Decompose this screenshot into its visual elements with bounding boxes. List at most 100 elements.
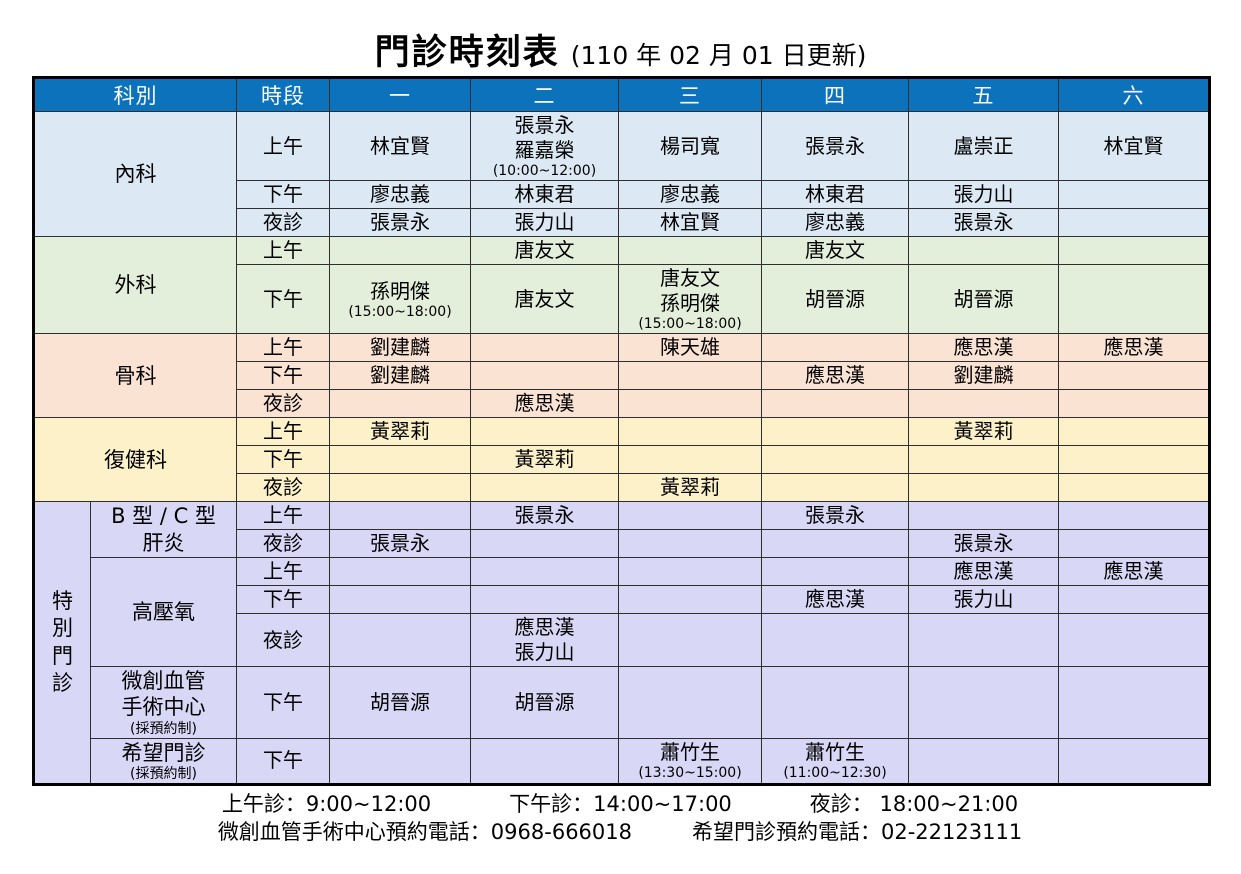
schedule-cell bbox=[329, 473, 471, 503]
schedule-cell bbox=[618, 529, 762, 559]
schedule-cell bbox=[1058, 666, 1210, 739]
schedule-cell: 張景永 bbox=[329, 208, 471, 238]
schedule-cell bbox=[618, 501, 762, 531]
schedule-cell: 黃翠莉 bbox=[470, 445, 619, 475]
schedule-cell: 張景永 bbox=[908, 208, 1059, 238]
period-cell: 下午 bbox=[236, 180, 330, 210]
period-cell: 夜診 bbox=[236, 613, 330, 668]
title-update-date: (110 年 02 月 01 日更新) bbox=[570, 41, 867, 70]
schedule-cell bbox=[908, 737, 1059, 786]
schedule-cell: 唐友文 bbox=[470, 236, 619, 266]
period-cell: 下午 bbox=[236, 737, 330, 786]
schedule-cell bbox=[1058, 529, 1210, 559]
schedule-cell bbox=[908, 389, 1059, 419]
schedule-cell bbox=[761, 473, 909, 503]
schedule-cell bbox=[470, 333, 619, 363]
schedule-cell: 楊司寬 bbox=[618, 110, 762, 182]
table-row: 微創血管 手術中心 (採預約制) 下午 胡晉源 胡晉源 bbox=[34, 666, 1210, 739]
schedule-cell bbox=[329, 501, 471, 531]
schedule-cell bbox=[761, 613, 909, 668]
schedule-cell: 林東君 bbox=[761, 180, 909, 210]
schedule-cell: 張景永 bbox=[761, 110, 909, 182]
subdept-cell: B 型 / C 型肝炎 bbox=[90, 501, 237, 559]
schedule-cell bbox=[329, 737, 471, 786]
schedule-cell bbox=[618, 585, 762, 615]
schedule-cell bbox=[618, 613, 762, 668]
schedule-cell: 應思漢 bbox=[761, 361, 909, 391]
schedule-cell bbox=[470, 737, 619, 786]
schedule-cell: 林東君 bbox=[470, 180, 619, 210]
schedule-cell bbox=[470, 417, 619, 447]
schedule-cell bbox=[1058, 501, 1210, 531]
schedule-cell: 孫明傑 (15:00~18:00) bbox=[329, 264, 471, 335]
schedule-cell bbox=[618, 389, 762, 419]
dept-cell: 外科 bbox=[33, 236, 237, 335]
period-cell: 上午 bbox=[236, 236, 330, 266]
period-cell: 夜診 bbox=[236, 208, 330, 238]
schedule-cell: 張景永 羅嘉榮 (10:00~12:00) bbox=[470, 110, 619, 182]
table-row: 下午 廖忠義 林東君 廖忠義 林東君 張力山 bbox=[34, 180, 1210, 210]
schedule-cell: 黃翠莉 bbox=[908, 417, 1059, 447]
schedule-cell bbox=[761, 666, 909, 739]
schedule-cell bbox=[1058, 264, 1210, 335]
schedule-cell bbox=[470, 473, 619, 503]
schedule-cell: 應思漢 bbox=[1058, 333, 1210, 363]
schedule-cell bbox=[1058, 473, 1210, 503]
table-row: 夜診 張景永 張景永 bbox=[34, 529, 1210, 559]
schedule-cell: 黃翠莉 bbox=[618, 473, 762, 503]
schedule-cell bbox=[908, 445, 1059, 475]
subdept-cell: 微創血管 手術中心 (採預約制) bbox=[90, 666, 237, 739]
schedule-cell bbox=[329, 236, 471, 266]
table-row: 夜診 張景永 張力山 林宜賢 廖忠義 張景永 bbox=[34, 208, 1210, 238]
schedule-cell bbox=[618, 417, 762, 447]
table-row: 復健科 上午 黃翠莉 黃翠莉 bbox=[33, 417, 1210, 503]
schedule-cell bbox=[618, 361, 762, 391]
schedule-cell: 劉建麟 bbox=[908, 361, 1059, 391]
period-cell: 下午 bbox=[236, 666, 330, 739]
schedule-cell bbox=[761, 557, 909, 587]
schedule-cell: 陳天雄 bbox=[618, 333, 762, 363]
schedule-table: 科別 時段一二三四五六 內科 上午 林宜賢 張景永 羅嘉榮 (10:00~12:00) 楊司寬… bbox=[32, 76, 1211, 787]
vascular-center-phone: 微創血管手術中心預約電話：0968-666018 bbox=[217, 820, 632, 845]
period-cell: 上午 bbox=[236, 110, 330, 182]
title-text: 門診時刻表 bbox=[374, 33, 560, 73]
schedule-header-row: 科別 時段一二三四五六 bbox=[33, 77, 1210, 112]
schedule-cell bbox=[1058, 613, 1210, 668]
column-header: 六 bbox=[1058, 77, 1210, 112]
period-cell: 夜診 bbox=[236, 529, 330, 559]
period-cell: 上午 bbox=[236, 333, 330, 363]
phone-line: 微創血管手術中心預約電話：0968-666018 希望門診預約電話：02-221… bbox=[32, 818, 1208, 846]
hope-clinic-phone: 希望門診預約電話：02-22123111 bbox=[692, 820, 1023, 845]
table-row: 高壓氧 上午 應思漢 應思漢 bbox=[34, 557, 1210, 668]
schedule-cell bbox=[329, 557, 471, 587]
schedule-cell bbox=[1058, 180, 1210, 210]
schedule-cell bbox=[761, 389, 909, 419]
schedule-cell bbox=[618, 557, 762, 587]
schedule-cell: 劉建麟 bbox=[329, 333, 471, 363]
dept-cell: 復健科 bbox=[33, 417, 237, 503]
column-header: 一 bbox=[329, 77, 471, 112]
schedule-cell: 胡晉源 bbox=[470, 666, 619, 739]
schedule-cell bbox=[618, 445, 762, 475]
column-header: 二 bbox=[470, 77, 619, 112]
dept-cell: 內科 bbox=[33, 110, 237, 238]
schedule-cell bbox=[1058, 208, 1210, 238]
evening-hours: 夜診： 18:00~21:00 bbox=[809, 792, 1019, 817]
schedule-cell bbox=[1058, 236, 1210, 266]
schedule-cell: 應思漢 bbox=[908, 333, 1059, 363]
schedule-cell: 應思漢 張力山 bbox=[470, 613, 619, 668]
schedule-cell: 張景永 bbox=[761, 501, 909, 531]
schedule-cell: 應思漢 bbox=[761, 585, 909, 615]
afternoon-hours: 下午診：14:00~17:00 bbox=[509, 792, 732, 817]
column-header: 四 bbox=[761, 77, 909, 112]
schedule-cell bbox=[1058, 585, 1210, 615]
schedule-cell bbox=[908, 613, 1059, 668]
table-row: 內科 上午 林宜賢 張景永 羅嘉榮 (10:00~12:00) 楊司寬 張景永 盧崇正 林宜賢 bbox=[33, 110, 1210, 238]
period-cell: 夜診 bbox=[236, 389, 330, 419]
morning-hours: 上午診：9:00~12:00 bbox=[221, 792, 432, 817]
schedule-cell bbox=[470, 557, 619, 587]
schedule-cell bbox=[618, 666, 762, 739]
schedule-cell: 廖忠義 bbox=[329, 180, 471, 210]
schedule-cell: 廖忠義 bbox=[618, 180, 762, 210]
schedule-cell: 蕭竹生 (11:00~12:30) bbox=[761, 737, 909, 786]
